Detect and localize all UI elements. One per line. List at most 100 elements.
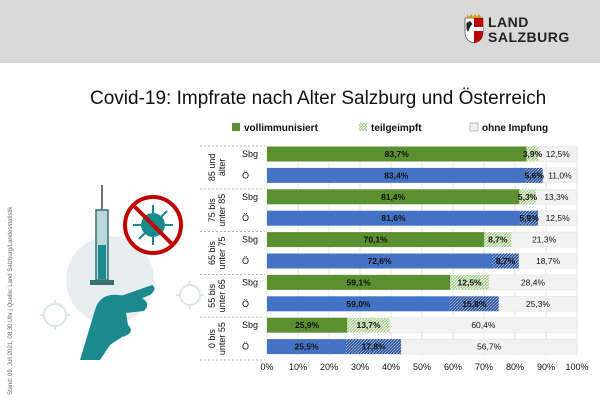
bar-teilgeimpft bbox=[450, 274, 489, 290]
land-salzburg-logo: LAND SALZBURG bbox=[464, 12, 584, 52]
header-bar bbox=[0, 0, 600, 63]
salzburg-crest-icon bbox=[464, 14, 484, 44]
data-label-vollimmunisiert: 83,7% bbox=[385, 149, 410, 159]
bar-vollimmunisiert bbox=[267, 146, 527, 162]
bar-teilgeimpft bbox=[519, 210, 539, 226]
bar-ohne-impfung bbox=[498, 296, 578, 312]
data-label-teilgeimpft: 5,9% bbox=[519, 213, 539, 223]
bar-ohne-impfung bbox=[542, 167, 578, 184]
row-region-label: Sbg bbox=[242, 235, 258, 245]
group-label: 85 undälter bbox=[207, 154, 227, 182]
legend-label-0: vollimmunisiert bbox=[244, 123, 319, 134]
x-tick-label: 0% bbox=[260, 362, 273, 372]
data-label-vollimmunisiert: 83,4% bbox=[384, 170, 409, 180]
data-label-vollimmunisiert: 59,0% bbox=[346, 299, 371, 309]
bar-vollimmunisiert bbox=[267, 253, 493, 269]
bar-vollimmunisiert bbox=[267, 317, 348, 333]
bar-teilgeimpft bbox=[525, 167, 543, 183]
data-label-vollimmunisiert: 72,6% bbox=[367, 256, 392, 266]
row-region-label: Ö bbox=[242, 170, 249, 180]
vaccine-illustration bbox=[40, 185, 204, 360]
bar-vollimmunisiert bbox=[267, 274, 451, 290]
x-tick-label: 100% bbox=[565, 362, 588, 372]
row-region-label: Sbg bbox=[242, 149, 258, 159]
legend-swatch-1 bbox=[359, 123, 367, 131]
x-tick-label: 80% bbox=[506, 362, 524, 372]
row-region-label: Sbg bbox=[242, 192, 258, 202]
data-label-teilgeimpft: 5,3% bbox=[518, 192, 538, 202]
bar-ohne-impfung bbox=[389, 317, 578, 333]
syringe-icon bbox=[90, 185, 114, 285]
bar-ohne-impfung bbox=[538, 146, 578, 162]
x-tick-label: 70% bbox=[475, 362, 493, 372]
bar-teilgeimpft bbox=[449, 296, 499, 312]
data-label-ohne-impfung: 18,7% bbox=[536, 256, 561, 266]
row-region-label: Sbg bbox=[242, 320, 258, 330]
data-label-ohne-impfung: 60,4% bbox=[471, 320, 496, 330]
legend-swatch-0 bbox=[232, 123, 240, 131]
bar-ohne-impfung bbox=[538, 210, 578, 226]
data-label-vollimmunisiert: 70,1% bbox=[364, 235, 389, 245]
x-tick-label: 10% bbox=[289, 362, 307, 372]
data-label-ohne-impfung: 21,3% bbox=[532, 235, 557, 245]
group-label: 0 bisunter 55 bbox=[207, 322, 227, 355]
data-label-ohne-impfung: 12,5% bbox=[546, 149, 571, 159]
logo-text-salzburg: SALZBURG bbox=[488, 29, 570, 45]
bar-vollimmunisiert bbox=[267, 232, 485, 248]
data-label-vollimmunisiert: 25,9% bbox=[295, 320, 320, 330]
data-label-teilgeimpft: 3,9% bbox=[523, 149, 543, 159]
bar-ohne-impfung bbox=[511, 231, 578, 248]
data-label-teilgeimpft: 8,7% bbox=[488, 235, 508, 245]
bar-vollimmunisiert bbox=[267, 189, 520, 205]
row-region-label: Sbg bbox=[242, 277, 258, 287]
legend-label-2: ohne Impfung bbox=[482, 123, 548, 134]
data-label-ohne-impfung: 13,3% bbox=[544, 192, 569, 202]
no-virus-icon bbox=[123, 195, 183, 255]
x-tick-label: 40% bbox=[382, 362, 400, 372]
bar-teilgeimpft bbox=[484, 232, 512, 248]
data-label-vollimmunisiert: 59,1% bbox=[347, 277, 372, 287]
data-label-ohne-impfung: 28,4% bbox=[521, 277, 546, 287]
data-label-teilgeimpft: 13,7% bbox=[356, 320, 381, 330]
hand-icon bbox=[80, 294, 148, 360]
data-label-ohne-impfung: 56,7% bbox=[477, 342, 502, 352]
row-region-label: Ö bbox=[242, 256, 249, 266]
x-tick-label: 20% bbox=[320, 362, 338, 372]
bar-ohne-impfung bbox=[488, 274, 578, 291]
group-label: 55 bisunter 65 bbox=[207, 279, 227, 312]
bar-ohne-impfung bbox=[518, 253, 578, 269]
virus-icon-small bbox=[40, 300, 70, 330]
x-tick-label: 90% bbox=[537, 362, 555, 372]
virus-icon-faded bbox=[176, 281, 204, 309]
bar-teilgeimpft bbox=[347, 317, 390, 333]
row-region-label: Ö bbox=[242, 299, 249, 309]
bar-vollimmunisiert bbox=[267, 167, 526, 183]
data-label-teilgeimpft: 8,7% bbox=[496, 256, 516, 266]
group-label: 65 bisunter 75 bbox=[207, 236, 227, 269]
data-label-ohne-impfung: 11,0% bbox=[548, 170, 572, 180]
bar-teilgeimpft bbox=[526, 146, 539, 162]
bar-vollimmunisiert bbox=[267, 296, 450, 312]
data-label-ohne-impfung: 25,3% bbox=[526, 299, 551, 309]
bar-ohne-impfung bbox=[535, 189, 578, 205]
row-region-label: Ö bbox=[242, 342, 249, 352]
legend-swatch-2 bbox=[469, 122, 479, 132]
x-tick-label: 60% bbox=[444, 362, 462, 372]
data-label-vollimmunisiert: 25,5% bbox=[294, 342, 319, 352]
bar-teilgeimpft bbox=[492, 253, 520, 269]
data-label-ohne-impfung: 12,5% bbox=[546, 213, 571, 223]
bar-teilgeimpft bbox=[346, 339, 402, 355]
bar-vollimmunisiert bbox=[267, 339, 347, 355]
data-label-teilgeimpft: 17,8% bbox=[362, 342, 387, 352]
logo-text-land: LAND bbox=[488, 14, 529, 30]
chart-title: Covid-19: Impfrate nach Alter Salzburg u… bbox=[90, 88, 547, 109]
data-label-teilgeimpft: 12,5% bbox=[458, 277, 483, 287]
legend-label-1: teilgeimpft bbox=[371, 123, 422, 134]
group-label: 75 bisunter 85 bbox=[207, 194, 227, 227]
data-label-teilgeimpft: 5,6% bbox=[525, 170, 545, 180]
row-region-label: Ö bbox=[242, 213, 249, 223]
x-tick-label: 50% bbox=[413, 362, 431, 372]
data-label-teilgeimpft: 15,8% bbox=[462, 299, 487, 309]
x-tick-label: 30% bbox=[351, 362, 369, 372]
